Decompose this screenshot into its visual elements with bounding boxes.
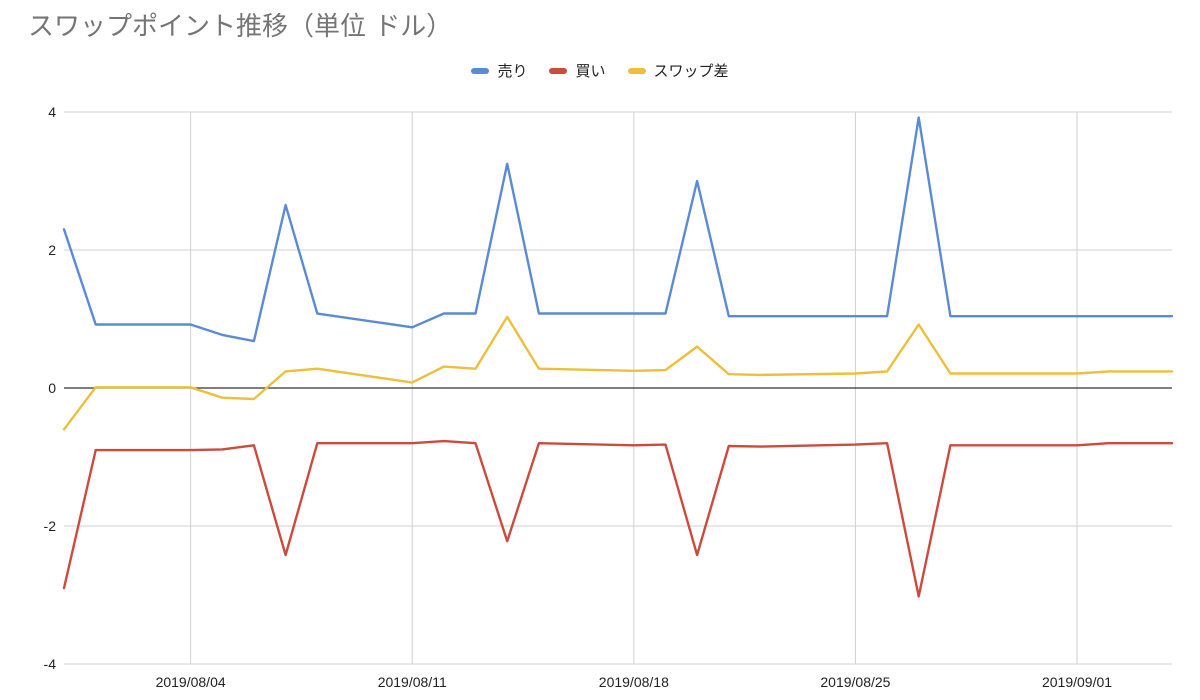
legend-item: 売り	[471, 60, 527, 81]
legend-item: スワップ差	[627, 60, 729, 81]
legend-swatch	[549, 67, 568, 74]
y-tick-label: -2	[44, 518, 57, 534]
x-tick-label: 2019/08/04	[156, 674, 226, 690]
series-line-2	[62, 439, 1174, 598]
legend: 売り 買い スワップ差	[0, 60, 1200, 81]
y-tick-label: 2	[48, 242, 56, 258]
legend-swatch	[471, 67, 490, 74]
y-tick-label: -4	[44, 656, 57, 672]
x-tick-label: 2019/09/01	[1042, 674, 1112, 690]
legend-label: スワップ差	[653, 62, 729, 80]
x-tick-label: 2019/08/25	[820, 674, 890, 690]
legend-label: 買い	[575, 62, 606, 80]
series-line-3	[62, 315, 1174, 431]
y-tick-label: 0	[48, 380, 56, 396]
x-tick-label: 2019/08/18	[599, 674, 669, 690]
legend-label: 売り	[497, 62, 528, 80]
legend-item: 買い	[549, 60, 606, 81]
series-line-1	[62, 116, 1174, 343]
y-tick-label: 4	[48, 104, 56, 120]
x-tick-label: 2019/08/11	[378, 674, 447, 690]
legend-swatch	[627, 67, 646, 74]
chart-title: スワップポイント推移（単位 ドル）	[28, 12, 453, 42]
